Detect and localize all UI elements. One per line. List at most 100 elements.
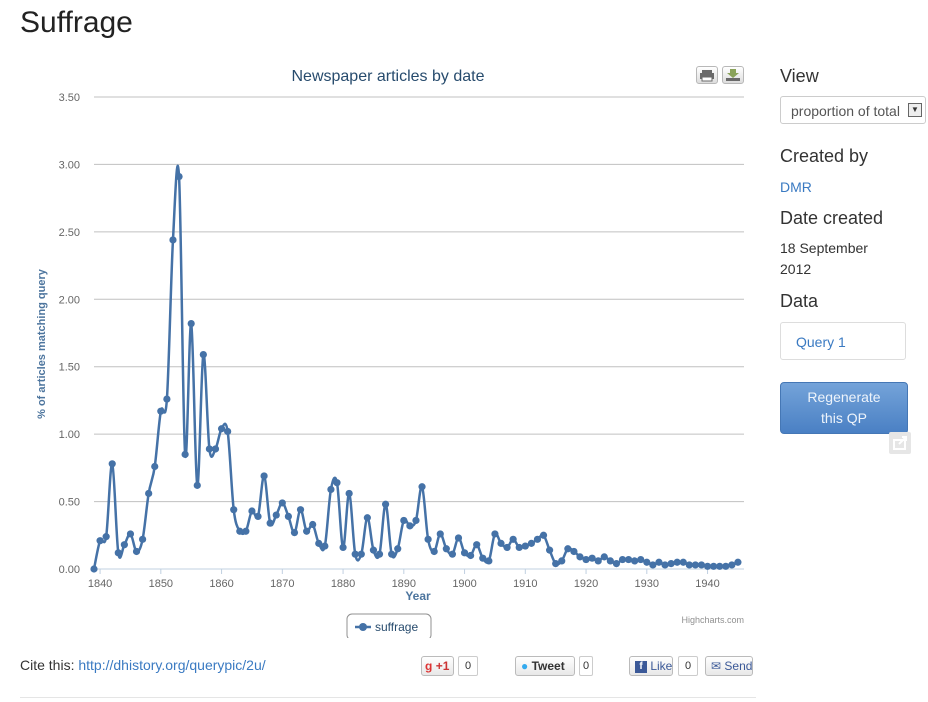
data-point[interactable] [303, 527, 311, 535]
data-point[interactable] [175, 172, 183, 181]
data-point[interactable] [351, 550, 359, 558]
data-point[interactable] [679, 558, 687, 566]
data-point[interactable] [442, 545, 450, 553]
data-point[interactable] [296, 506, 305, 514]
data-point[interactable] [691, 561, 700, 569]
data-point[interactable] [497, 539, 505, 547]
data-point[interactable] [315, 539, 323, 547]
data-point[interactable] [90, 565, 98, 573]
data-point[interactable] [333, 479, 341, 487]
data-point[interactable] [126, 530, 135, 538]
cite-link[interactable]: http://dhistory.org/querypic/2u/ [78, 657, 266, 673]
send-button[interactable]: ✉ Send [705, 656, 753, 676]
data-point[interactable] [193, 481, 201, 489]
data-point[interactable] [260, 472, 268, 480]
regenerate-button[interactable]: Regenerate this QP [780, 382, 908, 434]
data-point[interactable] [588, 554, 596, 562]
data-point[interactable] [655, 558, 663, 566]
data-point[interactable] [637, 555, 645, 564]
data-point[interactable] [424, 535, 432, 543]
data-point[interactable] [527, 539, 535, 547]
data-point[interactable] [242, 527, 250, 535]
data-point[interactable] [546, 546, 554, 554]
data-point[interactable] [618, 555, 627, 564]
data-point[interactable] [181, 450, 189, 458]
data-point[interactable] [388, 550, 396, 558]
data-point[interactable] [187, 319, 195, 328]
data-point[interactable] [132, 547, 141, 556]
data-point[interactable] [582, 555, 590, 564]
data-point[interactable] [400, 516, 408, 525]
tweet-button[interactable]: ● Tweet [515, 656, 575, 676]
data-point[interactable] [606, 557, 614, 565]
data-point[interactable] [145, 489, 153, 498]
data-point[interactable] [120, 541, 128, 549]
data-point[interactable] [169, 236, 177, 244]
data-point[interactable] [406, 522, 414, 530]
data-point[interactable] [211, 445, 220, 453]
legend-item-suffrage[interactable]: suffrage [375, 620, 418, 634]
gplus-button[interactable]: g +1 [421, 656, 454, 676]
data-point[interactable] [552, 560, 560, 568]
data-point[interactable] [339, 543, 347, 552]
data-point[interactable] [151, 462, 159, 471]
data-point[interactable] [667, 560, 675, 568]
data-point[interactable] [266, 519, 274, 527]
data-point[interactable] [710, 562, 718, 570]
data-point[interactable] [716, 562, 724, 570]
data-point[interactable] [722, 562, 730, 570]
data-point[interactable] [157, 407, 165, 415]
data-point[interactable] [454, 534, 463, 542]
query-link[interactable]: Query 1 [796, 334, 846, 350]
data-point[interactable] [217, 425, 226, 433]
data-point[interactable] [521, 542, 529, 550]
data-point[interactable] [624, 555, 633, 564]
data-point[interactable] [284, 512, 292, 521]
view-select[interactable]: proportion of total ▼ [780, 96, 926, 124]
data-point[interactable] [448, 550, 457, 558]
download-button[interactable] [722, 66, 744, 84]
data-point[interactable] [345, 489, 353, 498]
data-point[interactable] [199, 350, 207, 359]
data-point[interactable] [272, 511, 280, 519]
data-point[interactable] [357, 550, 365, 558]
data-point[interactable] [649, 561, 657, 569]
data-point[interactable] [114, 549, 122, 557]
data-point[interactable] [102, 533, 110, 541]
data-point[interactable] [503, 543, 511, 552]
data-point[interactable] [375, 550, 384, 558]
data-point[interactable] [485, 557, 493, 565]
data-point[interactable] [327, 485, 335, 494]
data-point[interactable] [479, 554, 487, 562]
data-point[interactable] [138, 535, 147, 543]
like-button[interactable]: f Like [629, 656, 673, 676]
data-point[interactable] [594, 557, 602, 565]
data-point[interactable] [290, 528, 299, 537]
data-point[interactable] [363, 514, 371, 522]
data-point[interactable] [321, 542, 329, 550]
data-point[interactable] [491, 530, 499, 538]
data-point[interactable] [661, 561, 669, 569]
legend[interactable]: suffrage [346, 613, 432, 641]
print-button[interactable] [696, 66, 718, 84]
data-point[interactable] [412, 516, 420, 525]
data-point[interactable] [436, 530, 444, 538]
data-point[interactable] [254, 512, 262, 521]
data-point[interactable] [309, 520, 317, 529]
data-point[interactable] [612, 560, 621, 568]
created-by-link[interactable]: DMR [780, 179, 812, 195]
data-point[interactable] [734, 558, 742, 566]
data-point[interactable] [673, 558, 681, 566]
data-point[interactable] [473, 541, 481, 549]
data-point[interactable] [224, 427, 232, 436]
data-point[interactable] [381, 500, 390, 508]
data-point[interactable] [509, 535, 517, 543]
data-point[interactable] [570, 547, 578, 556]
data-point[interactable] [108, 460, 116, 468]
query-item[interactable]: Query 1 [780, 322, 906, 360]
chart-credits[interactable]: Highcharts.com [681, 615, 744, 625]
data-point[interactable] [576, 553, 584, 561]
data-point[interactable] [685, 561, 693, 569]
chevron-down-icon[interactable]: ▼ [908, 103, 922, 117]
data-point[interactable] [430, 547, 438, 556]
